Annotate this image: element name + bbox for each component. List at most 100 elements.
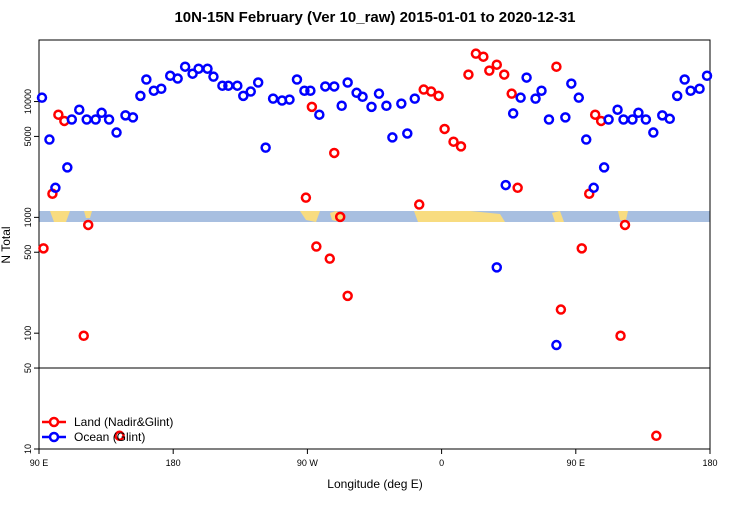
point xyxy=(300,192,312,203)
point xyxy=(260,142,271,153)
point xyxy=(491,262,503,273)
point xyxy=(396,98,407,109)
point xyxy=(127,112,139,123)
point xyxy=(187,68,198,79)
point xyxy=(208,71,219,82)
point xyxy=(536,85,547,96)
point xyxy=(53,109,64,120)
point xyxy=(135,90,146,102)
map-strip xyxy=(39,211,710,222)
point xyxy=(103,114,115,125)
point xyxy=(366,101,377,113)
point xyxy=(515,92,526,103)
point xyxy=(566,78,577,89)
point xyxy=(387,132,398,143)
point xyxy=(291,74,303,85)
point xyxy=(413,199,425,210)
point xyxy=(193,63,204,74)
point xyxy=(507,108,519,119)
point xyxy=(500,179,511,191)
point xyxy=(484,65,495,76)
point xyxy=(685,85,696,96)
point xyxy=(402,128,413,139)
point xyxy=(223,80,234,91)
point xyxy=(238,90,249,102)
legend-label: Ocean (Glint) xyxy=(74,430,145,444)
point xyxy=(648,127,659,138)
point xyxy=(342,290,353,302)
point xyxy=(96,107,107,119)
legend-marker xyxy=(48,416,60,428)
point xyxy=(425,86,437,97)
point xyxy=(498,69,510,80)
point xyxy=(589,109,601,120)
point xyxy=(560,112,571,123)
point xyxy=(463,69,474,80)
point xyxy=(543,114,555,125)
point xyxy=(671,90,683,102)
point xyxy=(328,147,340,159)
point xyxy=(334,211,346,223)
plot-frame xyxy=(38,39,711,450)
point xyxy=(82,219,94,231)
point xyxy=(299,85,310,96)
x-tick-label: 90 E xyxy=(567,458,586,468)
point xyxy=(701,70,713,82)
point xyxy=(664,113,675,125)
point xyxy=(381,100,392,111)
point xyxy=(314,109,325,120)
y-tick-label: 50 xyxy=(23,363,33,373)
point xyxy=(156,83,167,94)
point xyxy=(232,80,243,91)
x-tick-label: 90 W xyxy=(297,458,319,468)
point xyxy=(78,330,89,342)
point xyxy=(619,219,631,231)
point xyxy=(44,134,55,145)
point xyxy=(373,88,385,99)
point xyxy=(618,114,629,125)
x-tick-label: 0 xyxy=(439,458,444,468)
point xyxy=(320,81,331,92)
y-tick-label: 1000 xyxy=(23,207,33,227)
point xyxy=(491,59,503,70)
point xyxy=(627,114,638,125)
point xyxy=(530,93,541,104)
point xyxy=(651,430,662,442)
point xyxy=(588,182,599,194)
point xyxy=(267,93,279,104)
chart-title: 10N-15N February (Ver 10_raw) 2015-01-01… xyxy=(174,9,575,26)
legend-marker xyxy=(48,431,60,443)
point xyxy=(90,114,101,125)
point xyxy=(202,63,213,74)
point xyxy=(640,114,652,125)
x-axis-label: Longitude (deg E) xyxy=(327,477,422,491)
point xyxy=(679,74,690,85)
point xyxy=(328,81,340,92)
point xyxy=(357,91,368,103)
point xyxy=(433,90,444,102)
y-tick-label: 100 xyxy=(23,326,33,341)
point xyxy=(573,92,585,103)
point xyxy=(252,77,264,88)
point xyxy=(245,86,256,97)
point xyxy=(603,114,614,125)
point xyxy=(612,104,623,115)
point xyxy=(305,85,316,96)
y-tick-label: 5000 xyxy=(23,126,33,146)
point xyxy=(439,123,450,135)
point xyxy=(306,101,318,113)
point xyxy=(172,73,183,84)
point xyxy=(311,241,322,252)
point xyxy=(217,80,228,91)
point xyxy=(62,162,73,173)
point xyxy=(506,88,517,99)
point xyxy=(521,72,532,83)
point xyxy=(179,61,191,72)
point xyxy=(455,141,467,152)
y-tick-label: 10 xyxy=(23,444,33,454)
point xyxy=(66,114,78,125)
point xyxy=(38,243,49,254)
point xyxy=(336,100,347,111)
point xyxy=(555,304,567,315)
